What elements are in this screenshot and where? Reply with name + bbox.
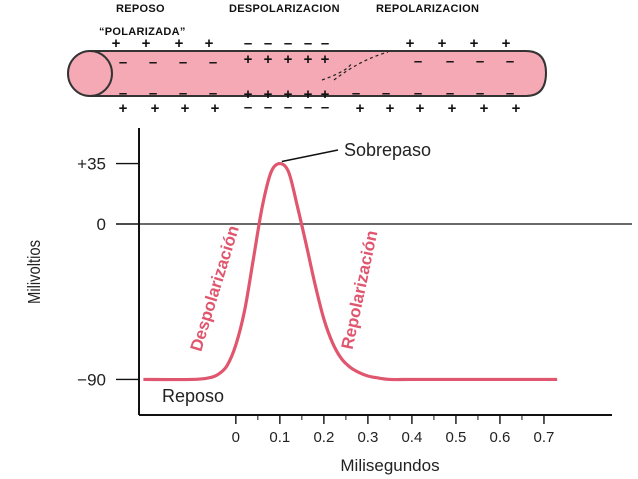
plus-sign: + — [512, 100, 521, 117]
minus-sign: – — [149, 85, 157, 102]
minus-sign: – — [149, 54, 157, 71]
plus-sign: + — [264, 51, 273, 68]
minus-sign: – — [244, 35, 252, 52]
membrane-charges: + + + +– – – –– – – –+ + + +– – – – –+ + + + ++ + + + +– – – – –+ + + +… — [112, 35, 521, 117]
x-tick-label: 0.6 — [490, 429, 511, 446]
plus-sign: + — [142, 35, 151, 52]
plus-sign: + — [205, 35, 214, 52]
chart-labels: Sobrepaso Despolarización Repolarización Re… — [25, 140, 440, 475]
label-reposo: REPOSO — [116, 3, 165, 15]
plus-sign: + — [244, 51, 253, 68]
minus-sign: – — [284, 99, 292, 116]
fiber-cylinder — [89, 50, 548, 97]
minus-sign: – — [209, 54, 217, 71]
minus-sign: – — [209, 85, 217, 102]
minus-sign: – — [264, 35, 272, 52]
x-axis-label: Milisegundos — [340, 456, 439, 475]
minus-sign: – — [446, 85, 454, 102]
annotation-rise: Despolarización — [187, 223, 243, 353]
minus-sign: – — [476, 85, 484, 102]
plus-sign: + — [356, 100, 365, 117]
plus-sign: + — [416, 100, 425, 117]
plus-sign: + — [406, 35, 415, 52]
y-axis-label: Milivoltios — [25, 240, 45, 304]
plus-sign: + — [244, 86, 253, 103]
minus-sign: – — [321, 99, 329, 116]
plus-sign: + — [119, 100, 128, 117]
plus-sign: + — [502, 35, 511, 52]
minus-sign: – — [244, 99, 252, 116]
x-tick-label: 0.2 — [313, 429, 334, 446]
annotation-fall: Repolarización — [338, 229, 382, 351]
plus-sign: + — [321, 51, 330, 68]
annotation-peak: Sobrepaso — [344, 140, 431, 160]
plus-sign: + — [304, 86, 313, 103]
minus-sign: – — [119, 54, 127, 71]
plus-sign: + — [112, 35, 121, 52]
fiber-end-face — [67, 50, 113, 97]
peak-leader-line — [281, 149, 339, 163]
series-line — [143, 161, 558, 382]
minus-sign: – — [179, 54, 187, 71]
plus-sign: + — [181, 100, 190, 117]
plus-sign: + — [304, 51, 313, 68]
annotation-rest: Reposo — [162, 386, 224, 406]
label-repolarizacion: REPOLARIZACION — [376, 3, 480, 15]
plus-sign: + — [284, 51, 293, 68]
chart-axes — [138, 128, 632, 416]
x-tick-label: 0.4 — [401, 429, 422, 446]
nerve-fiber — [67, 50, 548, 97]
plus-sign: + — [175, 35, 184, 52]
minus-sign: – — [476, 53, 484, 70]
minus-sign: – — [264, 99, 272, 116]
minus-sign: – — [414, 85, 422, 102]
minus-sign: – — [304, 35, 312, 52]
minus-sign: – — [506, 85, 514, 102]
minus-sign: – — [382, 85, 390, 102]
plus-sign: + — [211, 100, 220, 117]
y-tick-label: 0 — [97, 215, 106, 234]
x-tick-label: 0 — [232, 429, 240, 446]
minus-sign: – — [179, 85, 187, 102]
minus-sign: – — [321, 35, 329, 52]
minus-sign: – — [284, 35, 292, 52]
x-tick-label: 0.5 — [445, 429, 466, 446]
plus-sign: + — [470, 35, 479, 52]
x-tick-label: 0.3 — [357, 429, 378, 446]
plus-sign: + — [151, 100, 160, 117]
minus-sign: – — [304, 99, 312, 116]
plus-sign: + — [438, 35, 447, 52]
wave-front-dashes — [321, 51, 389, 81]
plus-sign: + — [264, 86, 273, 103]
minus-sign: – — [414, 53, 422, 70]
minus-sign: – — [506, 53, 514, 70]
plus-sign: + — [284, 86, 293, 103]
plus-sign: + — [480, 100, 489, 117]
minus-sign: – — [352, 85, 360, 102]
chart-series — [143, 161, 558, 382]
plus-sign: + — [448, 100, 457, 117]
y-tick-label: −90 — [77, 370, 106, 389]
minus-sign: – — [119, 85, 127, 102]
label-polarizada: “POLARIZADA” — [99, 26, 186, 38]
x-tick-label: 0.7 — [534, 429, 555, 446]
chart-ticks: 0 0.1 0.2 0.3 0.4 0.5 0.6 0.7 +35 0 −90 — [77, 155, 554, 446]
x-tick-label: 0.1 — [269, 429, 290, 446]
label-despolarizacion: DESPOLARIZACION — [229, 3, 340, 15]
minus-sign: – — [446, 53, 454, 70]
y-tick-label: +35 — [77, 155, 106, 174]
plus-sign: + — [386, 100, 395, 117]
plus-sign: + — [321, 86, 330, 103]
